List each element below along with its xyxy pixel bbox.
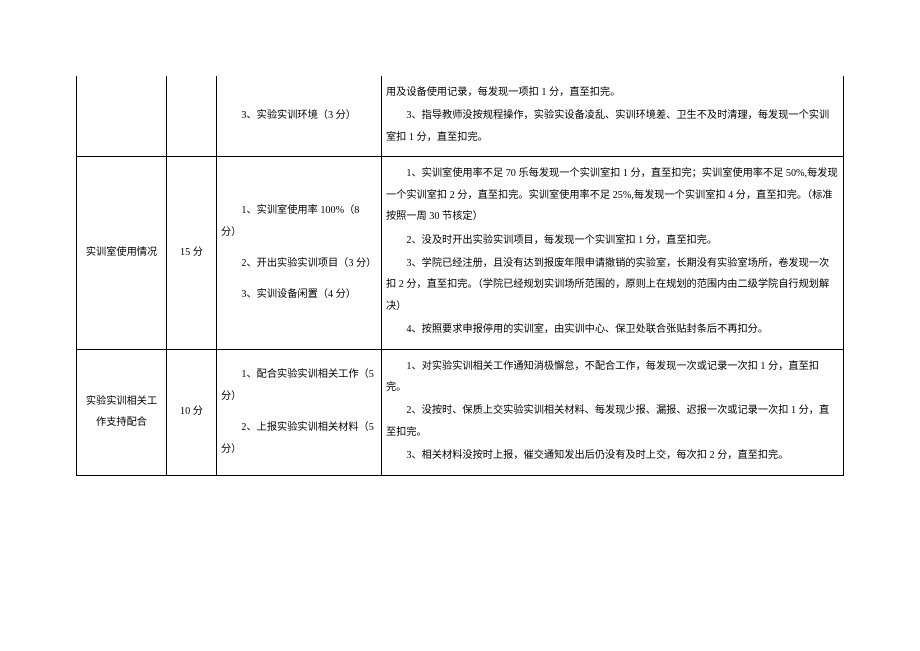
detail-para: 1、对实验实训相关工作通知消极懈怠，不配合工作，每发现一次或记录一次扣 1 分，… [386,356,839,399]
cell-criteria: 1、实训室使用率 100%（8 分） 2、开出实验实训项目（3 分） 3、实训设… [217,157,382,349]
cell-criteria: 1、配合实验实训相关工作（5 分） 2、上报实验实训相关材料（5 分） [217,349,382,475]
detail-para: 3、指导教师没按规程操作，实验实设备凌乱、实训环境差、卫生不及时清理，每发现一个… [386,105,839,148]
detail-para: 2、没及时开出实验实训项目，每发现一个实训室扣 1 分，直至扣完。 [386,230,839,251]
cell-score [167,76,217,157]
table-body: 3、实验实训环境（3 分） 用及设备使用记录，每发现一项扣 1 分，直至扣完。 … [77,76,844,475]
detail-para: 3、学院已经注册，且没有达到报废年限申请撤销的实验室，长期没有实验室场所，卷发现… [386,253,839,317]
criteria-item: 2、开出实验实训项目（3 分） [221,253,377,274]
detail-para: 2、没按时、保质上交实验实训相关材料、每发现少报、漏报、迟报一次或记录一次扣 1… [386,400,839,443]
evaluation-table: 3、实验实训环境（3 分） 用及设备使用记录，每发现一项扣 1 分，直至扣完。 … [76,76,844,476]
table-row: 实验实训相关工作支持配合 10 分 1、配合实验实训相关工作（5 分） 2、上报… [77,349,844,475]
cell-details: 1、实训室使用率不足 70 乐每发现一个实训室扣 1 分，直至扣完；实训室使用率… [382,157,844,349]
cell-category [77,76,167,157]
detail-para: 1、实训室使用率不足 70 乐每发现一个实训室扣 1 分，直至扣完；实训室使用率… [386,163,839,227]
cell-category: 实验实训相关工作支持配合 [77,349,167,475]
criteria-item: 3、实训设备闲置（4 分） [221,284,377,305]
cell-score: 10 分 [167,349,217,475]
criteria-item: 3、实验实训环境（3 分） [221,105,377,126]
table-row: 实训室使用情况 15 分 1、实训室使用率 100%（8 分） 2、开出实验实训… [77,157,844,349]
criteria-item: 1、实训室使用率 100%（8 分） [221,200,377,243]
table-row: 3、实验实训环境（3 分） 用及设备使用记录，每发现一项扣 1 分，直至扣完。 … [77,76,844,157]
cell-details: 用及设备使用记录，每发现一项扣 1 分，直至扣完。 3、指导教师没按规程操作，实… [382,76,844,157]
cell-criteria: 3、实验实训环境（3 分） [217,76,382,157]
detail-para: 用及设备使用记录，每发现一项扣 1 分，直至扣完。 [386,82,839,103]
criteria-item: 1、配合实验实训相关工作（5 分） [221,364,377,407]
cell-details: 1、对实验实训相关工作通知消极懈怠，不配合工作，每发现一次或记录一次扣 1 分，… [382,349,844,475]
detail-para: 3、相关材料没按时上报，催交通知发出后仍没有及时上交，每次扣 2 分，直至扣完。 [386,445,839,466]
cell-category: 实训室使用情况 [77,157,167,349]
cell-score: 15 分 [167,157,217,349]
criteria-item: 2、上报实验实训相关材料（5 分） [221,417,377,460]
detail-para: 4、按照要求申报停用的实训室，由实训中心、保卫处联合张贴封条后不再扣分。 [386,319,839,340]
